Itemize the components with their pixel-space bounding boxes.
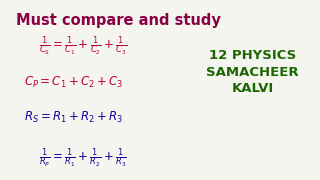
Text: $C_P = C_1 + C_2 + C_3$: $C_P = C_1 + C_2 + C_3$ bbox=[24, 75, 123, 90]
Text: $\frac{1}{C_S} = \frac{1}{C_1} + \frac{1}{C_2} + \frac{1}{C_3}$: $\frac{1}{C_S} = \frac{1}{C_1} + \frac{1… bbox=[39, 35, 127, 58]
Text: $R_S = R_1 + R_2 + R_3$: $R_S = R_1 + R_2 + R_3$ bbox=[24, 109, 123, 125]
Text: $\frac{1}{R_P} = \frac{1}{R_1} + \frac{1}{R_2} + \frac{1}{R_3}$: $\frac{1}{R_P} = \frac{1}{R_1} + \frac{1… bbox=[39, 147, 127, 170]
Text: Must compare and study: Must compare and study bbox=[16, 13, 221, 28]
Text: 12 PHYSICS
SAMACHEER
KALVI: 12 PHYSICS SAMACHEER KALVI bbox=[206, 49, 299, 95]
